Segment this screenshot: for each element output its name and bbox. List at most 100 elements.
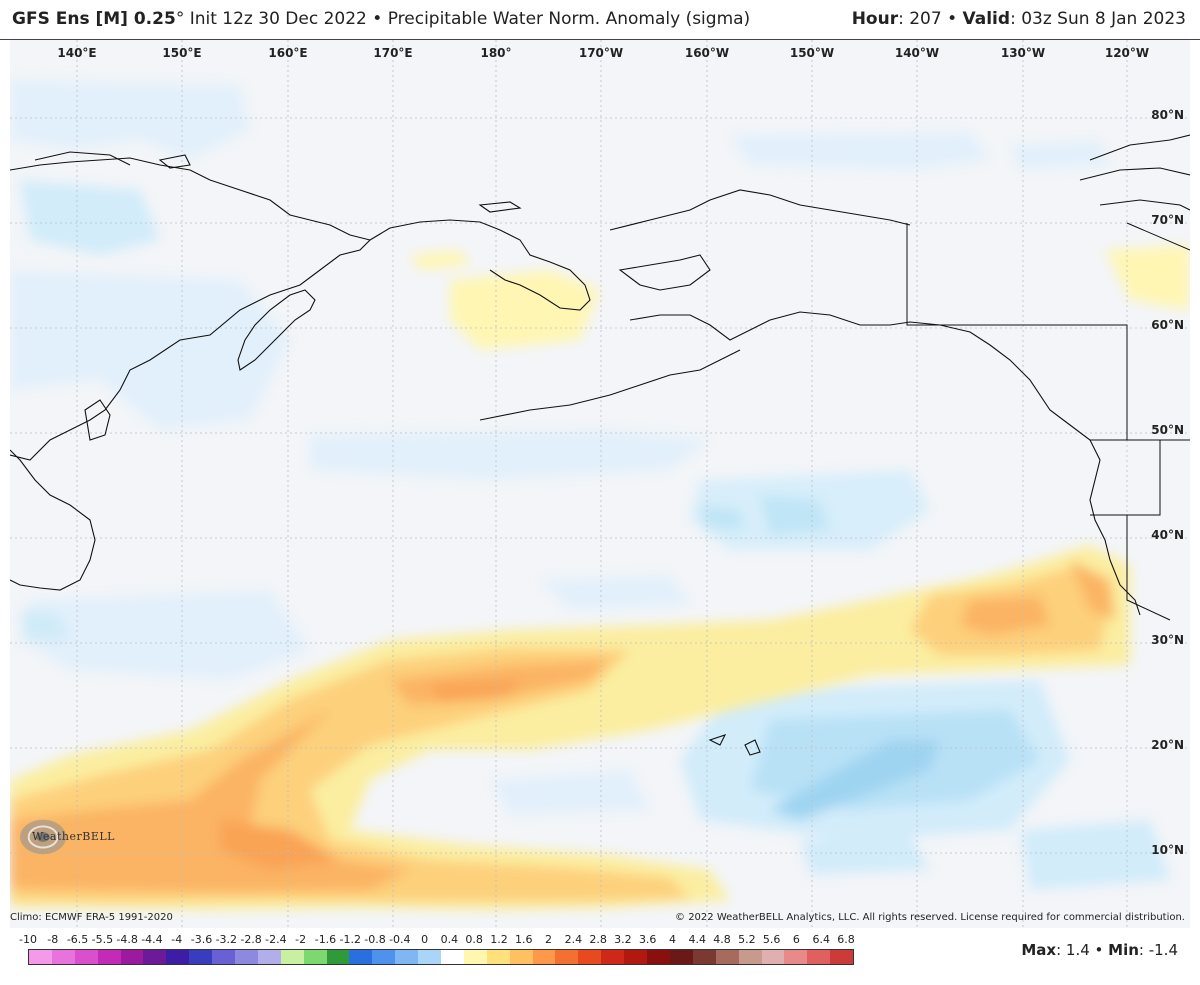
lon-label: 140°W xyxy=(894,46,940,60)
max-min-readout: Max: 1.4 • Min: -1.4 xyxy=(1021,941,1178,959)
colorbar-tick-label: -4 xyxy=(171,933,183,946)
copyright-note: © 2022 WeatherBELL Analytics, LLC. All r… xyxy=(675,912,1185,923)
lon-label: 150°W xyxy=(789,46,835,60)
colorbar-tick-label: 3.6 xyxy=(638,933,657,946)
colorbar-swatch xyxy=(830,950,854,964)
valid-label: Valid xyxy=(962,9,1011,29)
model-name: GFS Ens [M] 0.25 xyxy=(12,9,176,29)
colorbar-tick-label: 1.6 xyxy=(515,933,533,946)
colorbar-swatch xyxy=(738,950,762,964)
lon-label: 150°E xyxy=(162,46,202,60)
colorbar-tick-label: 2.8 xyxy=(589,933,607,946)
colorbar-tick-label: 5.6 xyxy=(762,933,781,946)
colorbar-tick-label: 2 xyxy=(545,933,553,946)
lon-label: 160°W xyxy=(684,46,730,60)
lon-label: 140°E xyxy=(57,46,97,60)
colorbar-tick-label: 0.8 xyxy=(465,933,483,946)
lat-label: 60°N xyxy=(1151,318,1184,332)
colorbar-swatch xyxy=(189,950,213,964)
hour-value: : 207 • xyxy=(898,9,963,29)
lat-label: 40°N xyxy=(1151,528,1184,542)
colorbar-tick-label: -4.8 xyxy=(116,933,138,946)
colorbar-swatch xyxy=(532,950,556,964)
colorbar-tick-label: -3.2 xyxy=(215,933,238,946)
colorbar-swatch xyxy=(418,950,442,964)
colorbar-swatch xyxy=(51,950,75,964)
lon-label: 170°E xyxy=(373,46,413,60)
degree-mark: ° xyxy=(175,9,185,29)
map-header: GFS Ens [M] 0.25° Init 12z 30 Dec 2022 •… xyxy=(0,0,1200,40)
colorbar-tick-label: -2.4 xyxy=(265,933,287,946)
lon-label: 130°W xyxy=(1000,46,1046,60)
forecast-time: Hour: 207 • Valid: 03z Sun 8 Jan 2023 xyxy=(852,9,1186,29)
colorbar-tick-label: -1.6 xyxy=(314,933,337,946)
colorbar-swatch xyxy=(372,950,396,964)
positive-anomaly-shading xyxy=(10,245,1190,910)
colorbar-swatch xyxy=(807,950,831,964)
colorbar-swatch xyxy=(601,950,625,964)
colorbar-swatch xyxy=(120,950,144,964)
colorbar-tick-label: 4.4 xyxy=(688,933,707,946)
hour-label: Hour xyxy=(851,9,899,29)
colorbar-tick-label: -10 xyxy=(19,933,37,946)
colorbar-tick-label: -8 xyxy=(47,933,59,946)
map-title: GFS Ens [M] 0.25° Init 12z 30 Dec 2022 •… xyxy=(12,9,750,29)
colorbar-swatch xyxy=(74,950,98,964)
max-label: Max xyxy=(1021,941,1057,959)
lat-label: 80°N xyxy=(1151,108,1184,122)
colorbar-swatch xyxy=(669,950,693,964)
colorbar-tick-label: -1.2 xyxy=(339,933,361,946)
colorbar-tick-label: -4.4 xyxy=(141,933,163,946)
colorbar-swatch xyxy=(486,950,510,964)
colorbar-tick-label: -2 xyxy=(295,933,307,946)
weatherbell-logo xyxy=(20,819,67,855)
colorbar-swatch xyxy=(166,950,190,964)
colorbar-swatch xyxy=(647,950,670,964)
valid-value: : 03z Sun 8 Jan 2023 xyxy=(1010,9,1186,29)
colorbar-swatch xyxy=(395,950,419,964)
colorbar-swatch xyxy=(97,950,121,964)
lon-label: 170°W xyxy=(578,46,624,60)
colorbar xyxy=(28,949,854,965)
colorbar-tick-label: 5.2 xyxy=(738,933,756,946)
colorbar-swatch xyxy=(349,950,373,964)
colorbar-tick-label: 3.2 xyxy=(614,933,632,946)
colorbar-tick-label: 2.4 xyxy=(564,933,583,946)
colorbar-swatch xyxy=(555,950,579,964)
colorbar-swatch xyxy=(326,950,350,964)
colorbar-swatch xyxy=(509,950,533,964)
colorbar-swatch xyxy=(715,950,739,964)
colorbar-swatch xyxy=(235,950,258,964)
colorbar-swatch xyxy=(784,950,808,964)
map-canvas xyxy=(10,40,1190,928)
max-value: : 1.4 • xyxy=(1056,941,1109,959)
lat-label: 20°N xyxy=(1151,738,1184,752)
colorbar-swatch xyxy=(624,950,648,964)
colorbar-tick-label: -0.8 xyxy=(364,933,386,946)
colorbar-swatch xyxy=(143,950,167,964)
colorbar-tick-label: 6.8 xyxy=(837,933,855,946)
lat-label: 30°N xyxy=(1151,633,1184,647)
colorbar-swatch xyxy=(280,950,304,964)
colorbar-tick-label: 4.8 xyxy=(713,933,731,946)
colorbar-tick-label: -6.5 xyxy=(66,933,89,946)
colorbar-tick-label: 0 xyxy=(421,933,429,946)
colorbar-swatch xyxy=(212,950,236,964)
lat-lon-grid xyxy=(10,40,1190,928)
colorbar-swatch xyxy=(463,950,487,964)
colorbar-tick-label: -2.8 xyxy=(240,933,262,946)
colorbar-tick-label: 4 xyxy=(668,933,676,946)
coastlines xyxy=(10,134,1190,756)
climo-note: Climo: ECMWF ERA-5 1991-2020 xyxy=(10,912,173,923)
colorbar-tick-label: 6 xyxy=(792,933,800,946)
lat-label: 50°N xyxy=(1151,423,1184,437)
borders xyxy=(906,222,1190,621)
lat-label: 70°N xyxy=(1151,213,1184,227)
anomaly-map: 140°E 150°E 160°E 170°E 180° 170°W 160°W… xyxy=(10,40,1190,928)
colorbar-swatch xyxy=(303,950,327,964)
colorbar-tick-label: -5.5 xyxy=(91,933,114,946)
colorbar-tick-label: 1.2 xyxy=(490,933,508,946)
lon-label: 180° xyxy=(480,46,512,60)
init-and-field: Init 12z 30 Dec 2022 • Precipitable Wate… xyxy=(184,9,751,29)
logo-text: WeatherBELL xyxy=(32,830,115,843)
